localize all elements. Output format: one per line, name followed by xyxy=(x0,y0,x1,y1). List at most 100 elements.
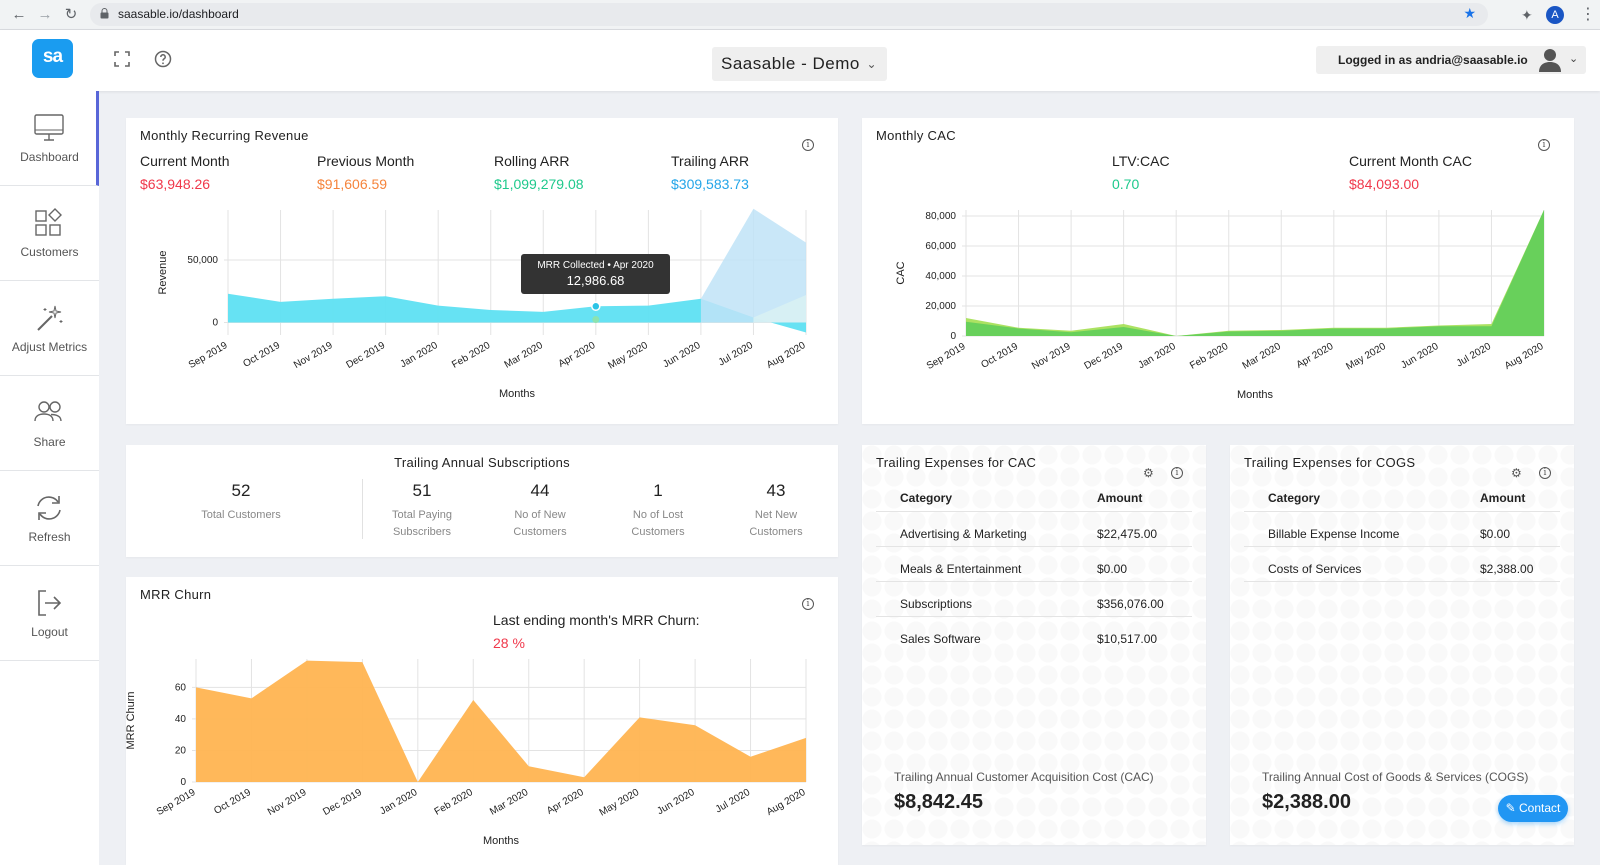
x-tick-label: Apr 2020 xyxy=(545,787,586,817)
x-tick-label: Mar 2020 xyxy=(488,787,530,818)
sidebar-label: Adjust Metrics xyxy=(11,340,88,354)
footer-label: Trailing Annual Cost of Goods & Services… xyxy=(1262,770,1529,784)
forward-icon[interactable]: → xyxy=(37,6,53,23)
expenses-cogs-card: Trailing Expenses for COGS ⚙ i Category … xyxy=(1230,445,1574,845)
x-tick-label: Oct 2019 xyxy=(212,787,253,817)
x-tick-label: Apr 2020 xyxy=(557,340,598,370)
expenses-cac-card: Trailing Expenses for CAC ⚙ i Category A… xyxy=(862,445,1206,845)
sidebar-item-customers[interactable]: Customers xyxy=(0,186,99,281)
info-icon[interactable]: i xyxy=(802,139,814,151)
x-tick-label: Apr 2020 xyxy=(1295,341,1336,371)
lock-icon xyxy=(100,8,109,19)
card-title: MRR Churn xyxy=(140,587,212,602)
x-tick-label: May 2020 xyxy=(606,340,650,372)
table-header-category: Category xyxy=(1268,491,1321,505)
series-area xyxy=(966,209,1544,336)
highlighted-point xyxy=(591,301,601,312)
footer-value: $2,388.00 xyxy=(1262,791,1351,813)
y-tick-label: 40,000 xyxy=(925,271,956,282)
x-tick-label: Nov 2019 xyxy=(292,340,335,371)
contact-button[interactable]: ✎ Contact xyxy=(1498,795,1568,822)
x-tick-label: Sep 2019 xyxy=(155,787,198,818)
x-tick-label: Jun 2020 xyxy=(1399,341,1441,371)
divider xyxy=(1244,546,1560,547)
extensions-icon[interactable]: ✦ xyxy=(1521,7,1533,23)
fullscreen-icon[interactable] xyxy=(112,49,132,69)
x-tick-label: Mar 2020 xyxy=(1241,341,1283,372)
x-axis-title: Months xyxy=(499,388,536,400)
churn-highlight-value: 28 % xyxy=(493,635,525,651)
user-menu[interactable]: Logged in as andria@saasable.io ⌄ xyxy=(1316,46,1586,74)
x-tick-label: Sep 2019 xyxy=(187,340,230,371)
sidebar-item-dashboard[interactable]: Dashboard xyxy=(0,91,99,186)
saasable-logo[interactable]: sa xyxy=(32,39,73,78)
stat-value: 0.70 xyxy=(1112,176,1140,192)
tooltip-title: MRR Collected • Apr 2020 xyxy=(537,260,654,271)
stat-label: LTV:CAC xyxy=(1112,153,1170,169)
stat-value: $1,099,279.08 xyxy=(494,176,584,192)
stat-value: $91,606.59 xyxy=(317,176,388,192)
settings-gear-icon[interactable]: ⚙ xyxy=(1511,466,1522,480)
chart-tooltip: MRR Collected • Apr 2020 12,986.68 xyxy=(521,254,670,294)
stat-label: Rolling ARR xyxy=(494,153,570,169)
series-area xyxy=(196,660,806,782)
info-icon[interactable]: i xyxy=(1171,467,1183,479)
footer-value: $8,842.45 xyxy=(894,791,983,813)
x-tick-label: Jun 2020 xyxy=(655,787,697,817)
cac-card: Monthly CAC i LTV:CAC 0.70 Current Month… xyxy=(862,118,1574,424)
mrr-churn-card: MRR Churn i Last ending month's MRR Chur… xyxy=(126,577,838,865)
stat-label: Current Month CAC xyxy=(1349,153,1472,169)
series-area xyxy=(700,208,806,323)
y-tick-label: 0 xyxy=(212,318,218,329)
table-header-amount: Amount xyxy=(1097,491,1143,505)
x-tick-label: Mar 2020 xyxy=(503,340,545,371)
settings-gear-icon[interactable]: ⚙ xyxy=(1143,466,1154,480)
workspace-name: Saasable - Demo xyxy=(721,54,860,73)
address-bar[interactable]: saasable.io/dashboard ★ xyxy=(90,3,1488,26)
table-cell-amount: $356,076.00 xyxy=(1097,597,1164,611)
mrr-chart[interactable]: 50,000 0 Sep 2019 Oct 2019 Nov 2019 Dec 2019 J… xyxy=(126,118,838,424)
subs-label: Net New Customers xyxy=(749,509,803,538)
back-icon[interactable]: ← xyxy=(11,6,27,23)
divider xyxy=(362,479,363,539)
table-cell-amount: $2,388.00 xyxy=(1480,562,1534,576)
highlighted-point-marker xyxy=(592,316,600,323)
divider xyxy=(876,581,1192,582)
x-tick-label: Oct 2019 xyxy=(241,340,282,370)
y-tick-label: 20 xyxy=(175,745,187,756)
footer-label: Trailing Annual Customer Acquisition Cos… xyxy=(894,770,1154,784)
info-icon[interactable]: i xyxy=(1538,139,1550,151)
x-tick-label: Nov 2019 xyxy=(1030,341,1073,372)
profile-avatar[interactable]: A xyxy=(1546,6,1564,24)
x-tick-label: May 2020 xyxy=(1344,341,1388,373)
x-axis-title: Months xyxy=(483,835,520,847)
x-tick-label: Feb 2020 xyxy=(433,787,475,818)
more-options-icon[interactable]: ⋮ xyxy=(1580,6,1596,23)
y-tick-label: 20,000 xyxy=(925,301,956,312)
workspace-selector[interactable]: Saasable - Demo ⌄ xyxy=(712,47,887,81)
mrr-card: Monthly Recurring Revenue i Current Mont… xyxy=(126,118,838,424)
subs-number: 44 xyxy=(530,481,550,500)
help-icon[interactable] xyxy=(153,49,173,69)
table-cell-category: Billable Expense Income xyxy=(1268,527,1400,541)
tooltip-value: 12,986.68 xyxy=(566,273,625,288)
divider xyxy=(1244,511,1560,512)
churn-highlight-label: Last ending month's MRR Churn: xyxy=(493,612,700,628)
subs-label: Total Paying Subscribers xyxy=(392,509,452,538)
info-icon[interactable]: i xyxy=(1539,467,1551,479)
card-title: Monthly Recurring Revenue xyxy=(140,128,309,143)
sidebar-label: Customers xyxy=(20,245,79,259)
sidebar-item-logout[interactable]: Logout xyxy=(0,566,99,661)
table-cell-category: Sales Software xyxy=(900,632,981,646)
x-tick-label: Aug 2020 xyxy=(765,787,808,818)
reload-icon[interactable]: ↻ xyxy=(64,6,78,23)
y-tick-label: 60,000 xyxy=(925,241,956,252)
sidebar-item-adjust-metrics[interactable]: Adjust Metrics xyxy=(0,281,99,376)
bookmark-star-icon[interactable]: ★ xyxy=(1463,5,1476,21)
info-icon[interactable]: i xyxy=(802,598,814,610)
subs-number: 52 xyxy=(231,481,251,500)
sidebar-item-refresh[interactable]: Refresh xyxy=(0,471,99,566)
sidebar-item-share[interactable]: Share xyxy=(0,376,99,471)
